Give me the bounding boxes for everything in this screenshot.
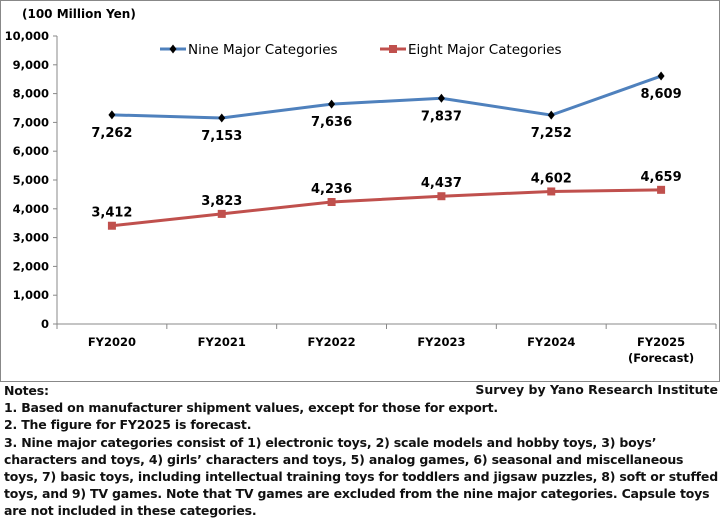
y-tick-label: 9,000 — [13, 58, 49, 72]
line-chart: (100 Million Yen) 0 1,000 2,000 3,000 4,000 5… — [0, 0, 720, 382]
data-point-diamond — [108, 110, 116, 120]
y-tick-label: 0 — [41, 317, 49, 331]
data-point-square — [107, 221, 116, 230]
x-tick-label: FY2025 — [637, 335, 685, 349]
x-tick-label: FY2022 — [307, 335, 355, 349]
series-line-eight — [111, 188, 662, 228]
y-tick-label: 3,000 — [13, 231, 49, 245]
x-tick-label: FY2024 — [527, 335, 575, 349]
data-point-diamond — [437, 93, 445, 103]
data-label: 7,636 — [311, 115, 352, 130]
y-tick-label: 5,000 — [13, 173, 49, 187]
data-label: 3,412 — [91, 206, 132, 221]
source-credit: Survey by Yano Research Institute — [475, 382, 718, 397]
y-tick-label: 2,000 — [13, 259, 49, 273]
data-label: 3,823 — [201, 194, 242, 209]
y-tick-label: 10,000 — [5, 29, 49, 43]
series-line-nine — [111, 74, 662, 120]
y-tick-label: 1,000 — [13, 288, 49, 302]
legend-marker-square — [389, 45, 397, 53]
data-point-square — [547, 187, 556, 196]
y-tick-label: 6,000 — [13, 144, 49, 158]
y-tick-label: 8,000 — [13, 87, 49, 101]
data-point-square — [437, 192, 446, 201]
data-point-diamond — [328, 99, 336, 109]
data-label: 7,252 — [531, 126, 572, 141]
note-2: 2. The figure for FY2025 is forecast. — [4, 417, 252, 433]
x-tick-label: FY2021 — [198, 335, 246, 349]
data-label: 4,236 — [311, 182, 352, 197]
y-tick-label: 4,000 — [13, 202, 49, 216]
note-1: 1. Based on manufacturer shipment values… — [4, 400, 498, 416]
data-point-square — [657, 185, 666, 194]
x-tick-sublabel: (Forecast) — [628, 351, 694, 365]
data-point-diamond — [657, 71, 665, 81]
x-tick-label: FY2023 — [417, 335, 465, 349]
y-tick-label: 7,000 — [13, 115, 49, 129]
data-label: 7,837 — [421, 109, 462, 124]
data-point-diamond — [547, 110, 555, 120]
x-tick-label: FY2020 — [88, 335, 136, 349]
legend-marker-diamond — [169, 44, 177, 54]
legend-label: Nine Major Categories — [188, 42, 338, 58]
data-point-square — [327, 198, 336, 207]
data-label: 4,437 — [421, 176, 462, 191]
data-label: 7,262 — [91, 126, 132, 141]
legend-label: Eight Major Categories — [408, 42, 562, 58]
note-3: 3. Nine major categories consist of 1) e… — [4, 434, 718, 519]
data-label: 4,602 — [531, 171, 572, 186]
notes-heading: Notes: — [4, 383, 49, 398]
unit-label: (100 Million Yen) — [22, 7, 136, 21]
data-label: 4,659 — [641, 170, 682, 185]
data-label: 8,609 — [641, 87, 682, 102]
data-point-diamond — [218, 113, 226, 123]
data-label: 7,153 — [201, 129, 242, 144]
notes: Notes: 1. Based on manufacturer shipment… — [4, 382, 718, 520]
data-point-square — [217, 209, 226, 218]
